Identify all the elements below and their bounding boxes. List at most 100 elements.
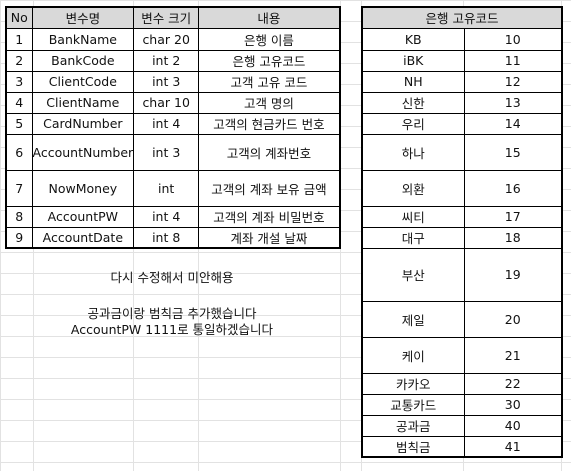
cell-bank-code[interactable]: 16 [463, 169, 563, 207]
cell-no[interactable]: 6 [5, 133, 33, 171]
cell-description[interactable]: 고객의 계좌번호 [198, 133, 341, 171]
cell-description[interactable]: 계좌 개설 날짜 [198, 226, 341, 249]
cell-bank-name[interactable]: iBK [361, 49, 465, 72]
cell-no[interactable]: 4 [5, 91, 33, 114]
cell-no[interactable]: 9 [5, 226, 33, 249]
table-row: 2 BankCode int 2 은행 고유코드 [5, 49, 341, 72]
table-row: 6 AccountNumber int 3 고객의 계좌번호 [5, 133, 341, 171]
cell-description[interactable]: 고객 고유 코드 [198, 70, 341, 93]
cell-variable-name[interactable]: ClientCode [31, 70, 135, 93]
table-row: 3 ClientCode int 3 고객 고유 코드 [5, 70, 341, 93]
table-row: 우리 14 [361, 112, 563, 135]
cell-bank-name[interactable]: 우리 [361, 112, 465, 135]
cell-bank-name[interactable]: 케이 [361, 336, 465, 374]
table-row: 5 CardNumber int 4 고객의 현금카드 번호 [5, 112, 341, 135]
cell-description[interactable]: 고객의 현금카드 번호 [198, 112, 341, 135]
cell-variable-size[interactable]: char 10 [133, 91, 200, 114]
table-row: 공과금 40 [361, 414, 563, 437]
cell-variable-name[interactable]: CardNumber [31, 112, 135, 135]
cell-bank-code[interactable]: 20 [463, 300, 563, 338]
cell-description[interactable]: 고객의 계좌 비밀번호 [198, 205, 341, 228]
table-row: 범칙금 41 [361, 435, 563, 458]
cell-bank-code[interactable]: 21 [463, 336, 563, 374]
cell-no[interactable]: 8 [5, 205, 33, 228]
note-password-unified[interactable]: AccountPW 1111로 통일하겠습니다 [70, 322, 274, 337]
cell-bank-name[interactable]: 하나 [361, 133, 465, 171]
header-bank-code[interactable]: 은행 고유코드 [361, 6, 563, 29]
cell-bank-code[interactable]: 11 [463, 49, 563, 72]
cell-bank-name[interactable]: NH [361, 70, 465, 93]
cell-bank-name[interactable]: 공과금 [361, 414, 465, 437]
header-description[interactable]: 내용 [198, 6, 341, 29]
table-row: 4 ClientName char 10 고객 명의 [5, 91, 341, 114]
cell-bank-name[interactable]: 교통카드 [361, 393, 465, 416]
table-row: 교통카드 30 [361, 393, 563, 416]
table-row: 대구 18 [361, 226, 563, 249]
cell-bank-code[interactable]: 15 [463, 133, 563, 171]
cell-bank-name[interactable]: KB [361, 27, 465, 51]
table-row: 씨티 17 [361, 205, 563, 228]
cell-variable-name[interactable]: BankName [31, 27, 135, 51]
cell-description[interactable]: 은행 고유코드 [198, 49, 341, 72]
cell-variable-size[interactable]: int 8 [133, 226, 200, 249]
cell-variable-name[interactable]: NowMoney [31, 169, 135, 207]
cell-description[interactable]: 은행 이름 [198, 27, 341, 51]
cell-variable-size[interactable]: int 4 [133, 205, 200, 228]
cell-bank-name[interactable]: 대구 [361, 226, 465, 249]
cell-bank-code[interactable]: 41 [463, 435, 563, 458]
table-row: 1 BankName char 20 은행 이름 [5, 27, 341, 51]
header-no[interactable]: No [5, 6, 33, 29]
cell-variable-size[interactable]: int 3 [133, 133, 200, 171]
table-row: 제일 20 [361, 300, 563, 338]
cell-bank-name[interactable]: 제일 [361, 300, 465, 338]
cell-bank-name[interactable]: 카카오 [361, 372, 465, 395]
cell-bank-code[interactable]: 40 [463, 414, 563, 437]
table-row: 하나 15 [361, 133, 563, 171]
cell-no[interactable]: 7 [5, 169, 33, 207]
cell-description[interactable]: 고객 명의 [198, 91, 341, 114]
header-variable-size[interactable]: 변수 크기 [133, 6, 200, 29]
cell-no[interactable]: 2 [5, 49, 33, 72]
cell-bank-code[interactable]: 14 [463, 112, 563, 135]
table-row: 8 AccountPW int 4 고객의 계좌 비밀번호 [5, 205, 341, 228]
table-row: NH 12 [361, 70, 563, 93]
cell-bank-code[interactable]: 19 [463, 247, 563, 302]
cell-bank-code[interactable]: 10 [463, 27, 563, 51]
cell-bank-code[interactable]: 22 [463, 372, 563, 395]
variables-header-row: No 변수명 변수 크기 내용 [5, 6, 341, 29]
table-row: 9 AccountDate int 8 계좌 개설 날짜 [5, 226, 341, 249]
cell-variable-name[interactable]: AccountDate [31, 226, 135, 249]
table-row: 카카오 22 [361, 372, 563, 395]
cell-bank-code[interactable]: 30 [463, 393, 563, 416]
cell-bank-name[interactable]: 외환 [361, 169, 465, 207]
table-row: 신한 13 [361, 91, 563, 114]
bank-codes-header-row: 은행 고유코드 [361, 6, 563, 29]
cell-variable-size[interactable]: int [133, 169, 200, 207]
cell-no[interactable]: 5 [5, 112, 33, 135]
cell-bank-name[interactable]: 신한 [361, 91, 465, 114]
variables-table: No 변수명 변수 크기 내용 1 BankName char 20 은행 이름… [5, 6, 341, 249]
table-row: 7 NowMoney int 고객의 계좌 보유 금액 [5, 169, 341, 207]
cell-variable-size[interactable]: int 2 [133, 49, 200, 72]
cell-bank-name[interactable]: 씨티 [361, 205, 465, 228]
cell-variable-name[interactable]: BankCode [31, 49, 135, 72]
cell-bank-name[interactable]: 범칙금 [361, 435, 465, 458]
cell-variable-name[interactable]: AccountPW [31, 205, 135, 228]
cell-variable-size[interactable]: int 4 [133, 112, 200, 135]
cell-bank-code[interactable]: 13 [463, 91, 563, 114]
cell-no[interactable]: 1 [5, 27, 33, 51]
cell-variable-name[interactable]: AccountNumber [31, 133, 135, 171]
cell-bank-code[interactable]: 17 [463, 205, 563, 228]
header-variable-name[interactable]: 변수명 [31, 6, 135, 29]
note-added-fees[interactable]: 공과금이랑 범칙금 추가했습니다 [87, 306, 257, 321]
cell-bank-code[interactable]: 18 [463, 226, 563, 249]
cell-bank-code[interactable]: 12 [463, 70, 563, 93]
cell-no[interactable]: 3 [5, 70, 33, 93]
note-apology[interactable]: 다시 수정해서 미안해용 [110, 270, 234, 285]
cell-variable-size[interactable]: int 3 [133, 70, 200, 93]
cell-variable-name[interactable]: ClientName [31, 91, 135, 114]
cell-variable-size[interactable]: char 20 [133, 27, 200, 51]
cell-bank-name[interactable]: 부산 [361, 247, 465, 302]
cell-description[interactable]: 고객의 계좌 보유 금액 [198, 169, 341, 207]
table-row: 외환 16 [361, 169, 563, 207]
